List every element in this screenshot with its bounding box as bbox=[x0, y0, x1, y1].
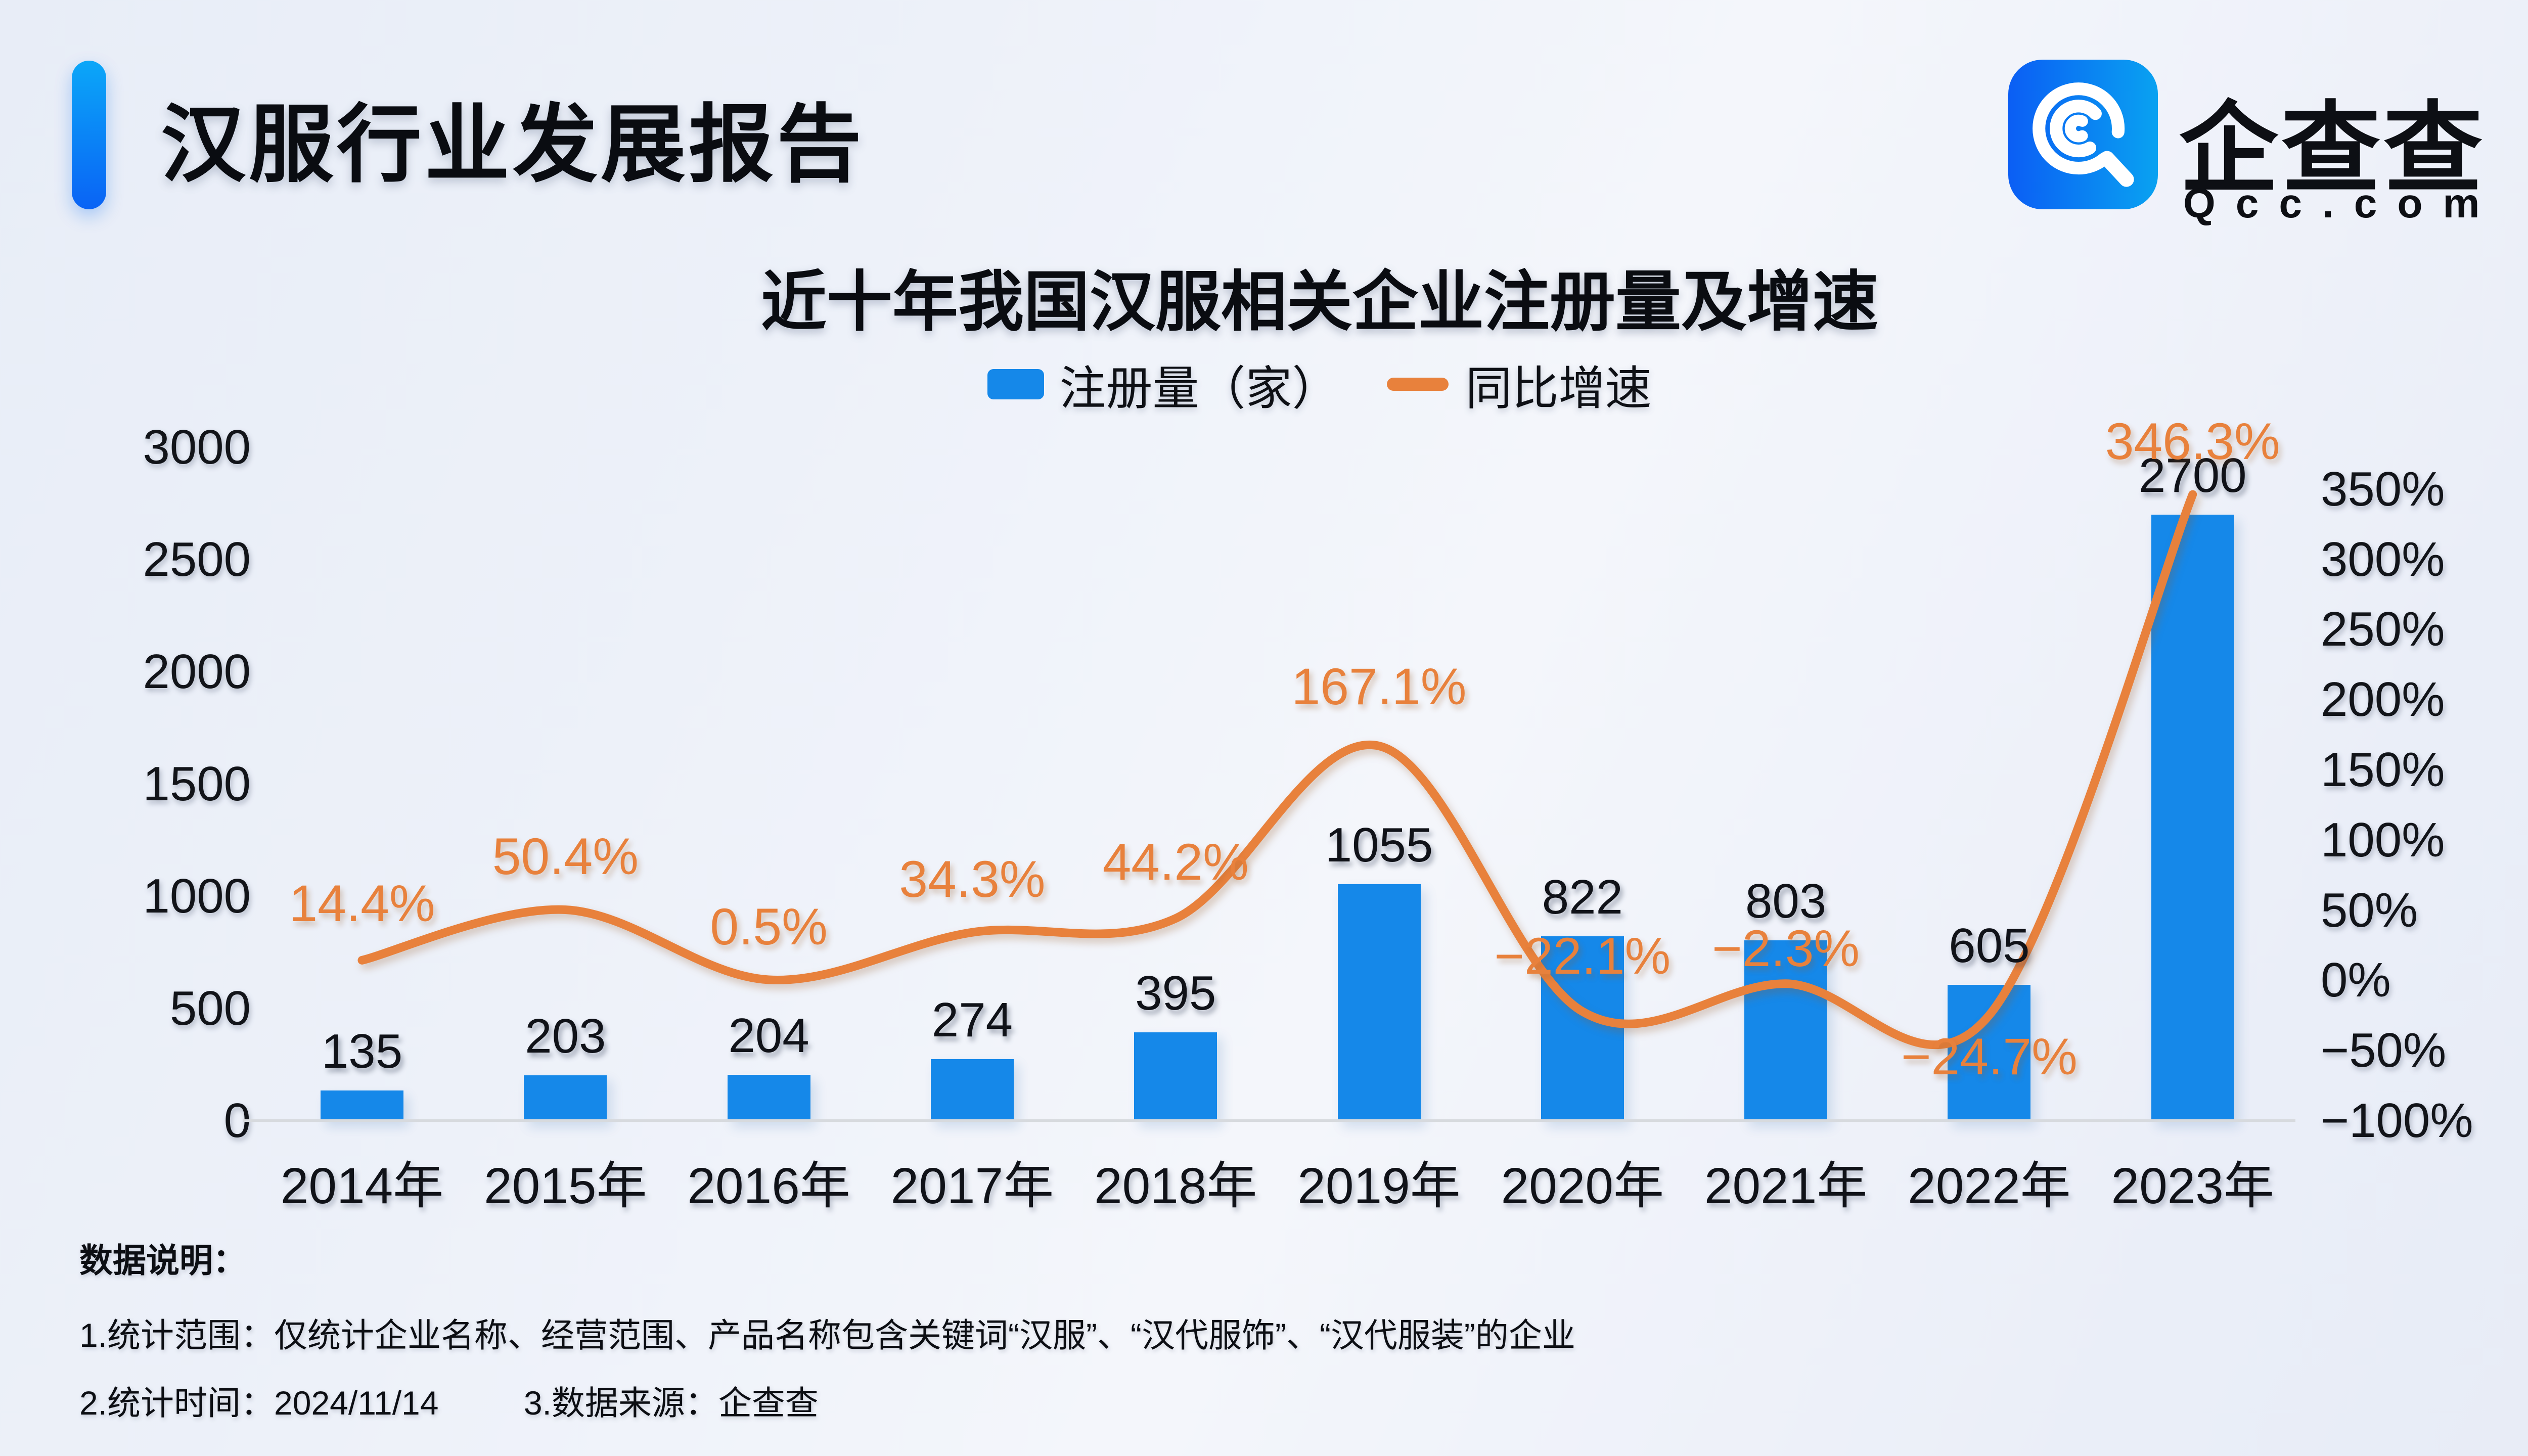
bar bbox=[321, 1090, 403, 1121]
x-axis-baseline bbox=[243, 1119, 2295, 1122]
x-axis-category-label: 2023年 bbox=[2111, 1158, 2274, 1214]
growth-point-label: −24.7% bbox=[1901, 1027, 2078, 1085]
bar bbox=[2151, 515, 2234, 1121]
right-axis-tick: 350% bbox=[2321, 462, 2445, 516]
x-axis-category-label: 2016年 bbox=[687, 1158, 850, 1214]
x-axis-category-label: 2022年 bbox=[1908, 1158, 2071, 1214]
left-axis-tick: 1500 bbox=[143, 757, 251, 811]
note-data-source: 3.数据来源：企查查 bbox=[523, 1384, 819, 1422]
bar bbox=[1948, 985, 2031, 1121]
x-axis-category-label: 2017年 bbox=[890, 1158, 1054, 1214]
bar-value-label: 203 bbox=[525, 1009, 606, 1063]
growth-point-label: −22.1% bbox=[1494, 927, 1671, 985]
legend-line-label: 同比增速 bbox=[1465, 362, 1652, 415]
x-axis-category-label: 2015年 bbox=[484, 1158, 647, 1214]
left-axis-tick: 2500 bbox=[143, 532, 251, 586]
bar bbox=[1337, 884, 1421, 1121]
bar-value-label: 822 bbox=[1542, 870, 1623, 925]
growth-point-label: 34.3% bbox=[899, 850, 1046, 908]
note-stat-time: 2.统计时间：2024/11/14 bbox=[79, 1384, 439, 1422]
right-axis-tick: 200% bbox=[2321, 672, 2445, 727]
right-axis-tick: 50% bbox=[2321, 883, 2418, 937]
left-axis-tick: 1000 bbox=[143, 869, 251, 923]
bar bbox=[1134, 1032, 1217, 1121]
growth-point-label: 44.2% bbox=[1102, 833, 1249, 891]
logo-domain: Qcc.com bbox=[2183, 180, 2500, 226]
right-axis-tick: 250% bbox=[2321, 602, 2445, 657]
growth-point-label: −2.3% bbox=[1712, 919, 1860, 977]
right-axis-tick: −100% bbox=[2321, 1094, 2473, 1148]
legend-bar-label: 注册量（家） bbox=[1059, 362, 1339, 415]
bar bbox=[524, 1075, 607, 1121]
qcc-logo-icon bbox=[2008, 60, 2158, 209]
bar-value-label: 395 bbox=[1135, 966, 1216, 1020]
right-axis-tick: −50% bbox=[2321, 1023, 2447, 1078]
right-axis-tick: 300% bbox=[2321, 532, 2445, 586]
legend-line-swatch bbox=[1386, 378, 1449, 391]
bar-value-label: 803 bbox=[1745, 874, 1827, 929]
chart-legend: 注册量（家） 同比增速 bbox=[248, 351, 2391, 417]
note-line-2: 2.统计时间：2024/11/14 3.数据来源：企查查 bbox=[79, 1376, 819, 1425]
growth-point-label: 167.1% bbox=[1291, 657, 1467, 715]
bar-value-label: 274 bbox=[931, 993, 1013, 1048]
growth-point-label: 0.5% bbox=[710, 898, 828, 956]
growth-point-label: 14.4% bbox=[289, 875, 435, 933]
growth-point-label: 50.4% bbox=[492, 828, 639, 886]
growth-line-path bbox=[357, 490, 2197, 1050]
bar-value-label: 2700 bbox=[2138, 448, 2247, 503]
bar bbox=[1541, 936, 1624, 1121]
logo-name: 企查查 bbox=[2179, 94, 2486, 204]
bar-value-label: 1055 bbox=[1325, 817, 1433, 872]
right-axis-tick: 0% bbox=[2321, 953, 2391, 1008]
growth-point-label: 346.3% bbox=[2105, 413, 2280, 471]
x-axis-category-label: 2018年 bbox=[1094, 1158, 1257, 1214]
bar-value-label: 605 bbox=[1949, 919, 2030, 973]
right-axis-tick: 100% bbox=[2321, 812, 2445, 867]
left-axis-tick: 2000 bbox=[143, 645, 251, 699]
left-axis-tick: 500 bbox=[169, 981, 251, 1035]
left-axis-tick: 3000 bbox=[143, 420, 251, 474]
x-axis-category-label: 2019年 bbox=[1297, 1158, 1461, 1214]
notes-heading: 数据说明： bbox=[79, 1242, 246, 1279]
bar bbox=[727, 1075, 810, 1121]
chart-title: 近十年我国汉服相关企业注册量及增速 bbox=[760, 265, 1878, 339]
right-axis-tick: 150% bbox=[2321, 743, 2445, 797]
note-scope: 1.统计范围：仅统计企业名称、经营范围、产品名称包含关键词“汉服”、“汉代服饰”… bbox=[79, 1316, 1575, 1354]
x-axis-category-label: 2021年 bbox=[1704, 1158, 1868, 1214]
legend-bar-swatch bbox=[987, 369, 1045, 399]
x-axis-category-label: 2020年 bbox=[1501, 1158, 1664, 1214]
bar bbox=[930, 1059, 1014, 1121]
x-axis-category-label: 2014年 bbox=[280, 1158, 444, 1214]
bar bbox=[1744, 940, 1828, 1121]
bar-value-label: 204 bbox=[728, 1009, 809, 1063]
page-title: 汉服行业发展报告 bbox=[161, 97, 865, 192]
title-accent-bar bbox=[72, 61, 106, 209]
bar-value-label: 135 bbox=[321, 1024, 403, 1079]
